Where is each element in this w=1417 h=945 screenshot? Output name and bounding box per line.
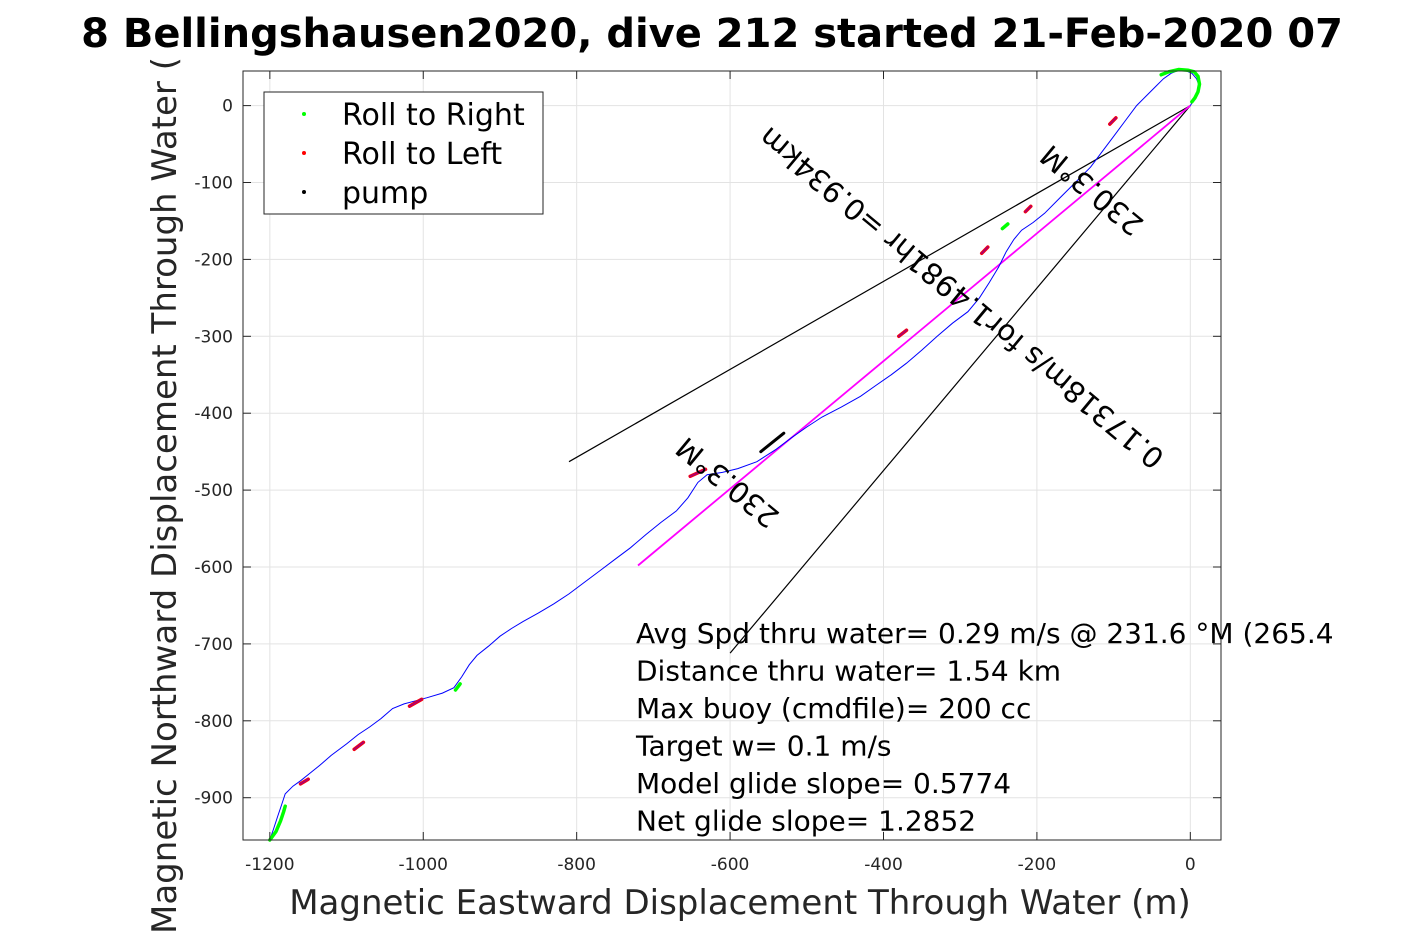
y-tick-label: -500 <box>194 481 233 501</box>
y-tick-label: -300 <box>194 327 233 347</box>
track-line <box>269 69 1201 841</box>
roll-left-overlay <box>408 698 423 708</box>
x-tick-label: -400 <box>864 855 903 875</box>
annotation-line: Avg Spd thru water= 0.29 m/s @ 231.6 °M … <box>636 617 1334 650</box>
annotations: Avg Spd thru water= 0.29 m/s @ 231.6 °M … <box>635 617 1334 838</box>
legend-marker <box>302 190 306 194</box>
plot-frame <box>242 70 1222 841</box>
roll-right-segment <box>453 682 462 692</box>
y-tick-label: -700 <box>194 635 233 655</box>
roll-left-overlay <box>980 246 989 255</box>
y-tick-label: -400 <box>194 404 233 424</box>
x-axis-label: Magnetic Eastward Displacement Through W… <box>289 883 1191 923</box>
pump-segment <box>759 431 786 454</box>
annotation-line: Distance thru water= 1.54 km <box>636 655 1061 688</box>
net-vector-line <box>637 104 1191 567</box>
annotation-line: Max buoy (cmdfile)= 200 cc <box>636 692 1031 725</box>
roll-left-overlay <box>1108 116 1117 126</box>
x-tick-label: -1200 <box>245 855 294 875</box>
roll-left-overlay <box>353 741 365 751</box>
annotation-line: Net glide slope= 1.2852 <box>636 805 976 838</box>
annotation-line: Model glide slope= 0.5774 <box>636 767 1011 800</box>
y-tick-label: -800 <box>194 712 233 732</box>
legend-marker <box>302 151 306 155</box>
y-tick-label: -200 <box>194 250 233 270</box>
x-tick-label: -800 <box>557 855 596 875</box>
legend-label: Roll to Right <box>342 98 525 133</box>
legend-label: pump <box>342 176 428 211</box>
annotation-line: Target w= 0.1 m/s <box>635 730 892 763</box>
net-vector <box>637 104 1191 567</box>
x-tick-label: 0 <box>1185 855 1196 875</box>
roll-left-overlay <box>689 468 707 478</box>
legend-label: Roll to Left <box>342 137 502 172</box>
legend-marker <box>302 112 306 116</box>
x-tick-label: -600 <box>711 855 750 875</box>
legend: Roll to Right Roll to Left pump <box>263 91 544 215</box>
grid <box>243 71 1221 840</box>
roll-left-overlay <box>1024 205 1032 213</box>
roll-left-overlay <box>897 329 908 338</box>
roll-left-overlay <box>299 778 310 785</box>
y-axis-label: Magnetic Northward Displacement Through … <box>145 57 185 934</box>
legend-box <box>263 91 544 215</box>
x-tick-label: -1000 <box>399 855 448 875</box>
roll-right-segment <box>268 804 287 842</box>
roll-right-segment <box>1000 222 1010 231</box>
track-layer <box>269 69 1201 841</box>
y-tick-label: -600 <box>194 558 233 578</box>
y-tick-label: -100 <box>194 174 233 194</box>
y-tick-label: -900 <box>194 789 233 809</box>
chart-title: 8 Bellingshausen2020, dive 212 started 2… <box>81 11 1343 57</box>
wedge-line <box>729 105 1191 654</box>
ticks: -1200 -1000 -800 -600 -400 -200 0 0 -100 -200 -300… <box>194 71 1221 875</box>
y-tick-label: 0 <box>222 97 233 117</box>
wedge-line <box>568 105 1191 463</box>
x-tick-label: -200 <box>1018 855 1057 875</box>
wedge-lines <box>568 105 1191 654</box>
